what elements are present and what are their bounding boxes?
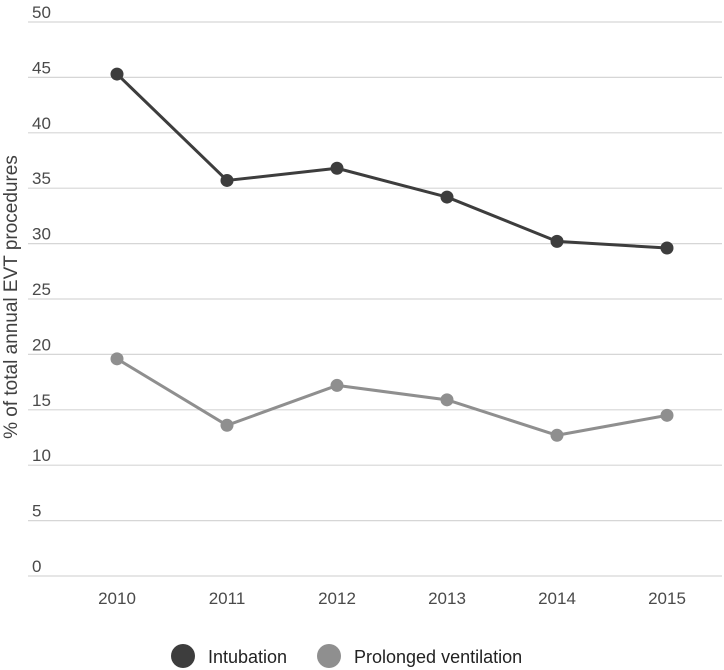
data-point: [550, 428, 564, 442]
data-point: [110, 67, 124, 81]
y-tick-label: 35: [32, 169, 51, 188]
series-intubation: [110, 67, 674, 255]
y-axis-label: % of total annual EVT procedures: [1, 155, 22, 439]
y-tick-label: 50: [32, 3, 51, 22]
data-point: [330, 161, 344, 175]
series-line: [115, 72, 668, 250]
y-tick-label: 30: [32, 225, 51, 244]
data-point: [550, 234, 564, 248]
x-tick-label: 2012: [318, 589, 356, 608]
gridlines: [28, 21, 722, 577]
y-tick-label: 5: [32, 502, 41, 521]
data-series: [110, 67, 674, 442]
series-line: [116, 357, 668, 437]
data-point: [440, 393, 454, 407]
data-point: [110, 352, 124, 366]
legend-item: Prolonged ventilation: [317, 644, 522, 668]
data-point: [220, 418, 234, 432]
x-tick-label: 2014: [538, 589, 576, 608]
legend-marker: [317, 644, 341, 668]
x-tick-label: 2010: [98, 589, 136, 608]
y-tick-label: 10: [32, 446, 51, 465]
series-prolonged-ventilation: [110, 352, 674, 442]
data-point: [660, 408, 674, 422]
data-point: [220, 173, 234, 187]
data-point: [440, 190, 454, 204]
y-tick-label: 40: [32, 114, 51, 133]
legend-item: Intubation: [171, 644, 287, 668]
legend: Intubation Prolonged ventilation: [171, 644, 522, 668]
y-axis-ticks: 0 5 10 15 20 25 30 35 40 45 50: [32, 3, 51, 576]
x-tick-label: 2013: [428, 589, 466, 608]
legend-label: Intubation: [208, 647, 287, 667]
x-tick-label: 2011: [209, 589, 246, 608]
y-tick-label: 0: [32, 557, 41, 576]
data-point: [660, 241, 674, 255]
data-point: [330, 378, 344, 392]
x-axis-ticks: 2010 2011 2012 2013 2014 2015: [98, 589, 686, 608]
y-tick-label: 15: [32, 391, 51, 410]
x-tick-label: 2015: [648, 589, 686, 608]
y-tick-label: 20: [32, 335, 51, 354]
y-tick-label: 25: [32, 280, 51, 299]
legend-marker: [171, 644, 195, 668]
legend-label: Prolonged ventilation: [354, 647, 522, 667]
y-tick-label: 45: [32, 58, 51, 77]
